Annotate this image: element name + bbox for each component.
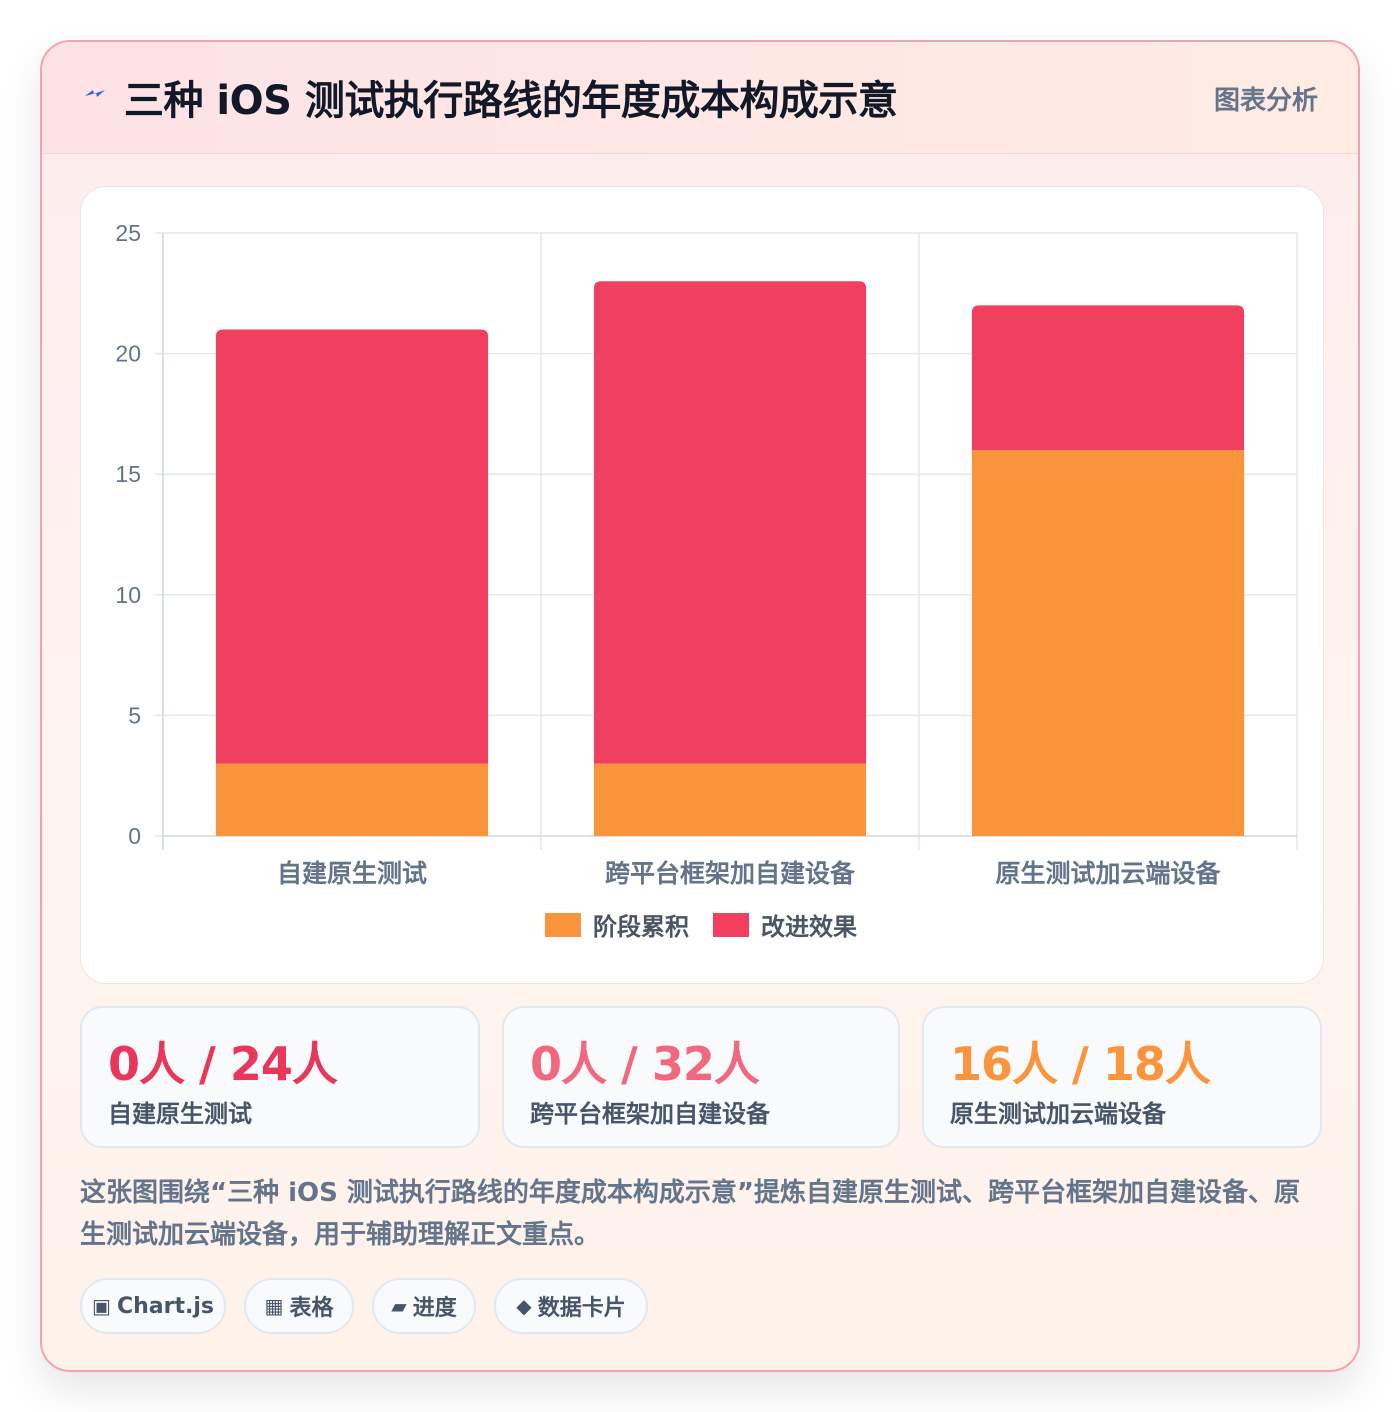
- bar-segment: [215, 329, 489, 764]
- chip-label: 表格: [289, 1296, 334, 1321]
- y-tick-label: 20: [115, 341, 141, 367]
- chip-label: 数据卡片: [537, 1296, 626, 1321]
- chart-card: 三种 iOS 测试执行路线的年度成本构成示意 图表分析 0 5 10 15 20 25 自建…: [40, 40, 1360, 1372]
- y-tick-label: 0: [128, 823, 141, 849]
- stat-card-1: 0人 / 24人 自建原生测试: [80, 1006, 480, 1148]
- y-tick-label: 15: [115, 461, 141, 487]
- chart-panel: 0 5 10 15 20 25 自建原生测试 跨平台框架加自建设备 原生测试加云端设备阶段累积 改…: [80, 186, 1324, 984]
- chip-chartjs[interactable]: ▣ Chart.js: [80, 1278, 226, 1334]
- x-tick-label: 自建原生测试: [277, 860, 427, 888]
- legend-label: 改进效果: [761, 913, 857, 941]
- stat-value: 16人 / 18人: [950, 1037, 1211, 1091]
- card-header: 三种 iOS 测试执行路线的年度成本构成示意 图表分析: [42, 42, 1358, 154]
- chip-data-card[interactable]: ◆ 数据卡片: [494, 1278, 648, 1334]
- y-tick-label: 10: [115, 582, 141, 608]
- progress-icon: ▰: [391, 1294, 407, 1318]
- legend-swatch: [545, 913, 581, 937]
- bar-segment: [971, 305, 1245, 451]
- chip-label: Chart.js: [116, 1293, 214, 1319]
- stat-card-2: 0人 / 32人 跨平台框架加自建设备: [502, 1006, 900, 1148]
- chart-description: 这张图围绕“三种 iOS 测试执行路线的年度成本构成示意”提炼自建原生测试、跨平…: [80, 1178, 1301, 1250]
- stat-card-3: 16人 / 18人 原生测试加云端设备: [922, 1006, 1322, 1148]
- bar-segment: [215, 763, 489, 836]
- bar-segment: [971, 450, 1245, 836]
- data-card-icon: ◆: [516, 1294, 532, 1318]
- stat-label: 原生测试加云端设备: [950, 1100, 1166, 1128]
- stat-label: 自建原生测试: [108, 1100, 252, 1128]
- chip-table[interactable]: ▦ 表格: [244, 1278, 354, 1334]
- page-title: 三种 iOS 测试执行路线的年度成本构成示意: [124, 78, 898, 124]
- stat-label: 跨平台框架加自建设备: [530, 1100, 770, 1128]
- bar-segment: [593, 763, 867, 836]
- y-tick-label: 5: [128, 702, 141, 728]
- chip-label: 进度: [412, 1296, 457, 1321]
- chart-icon: ▣: [92, 1294, 111, 1318]
- x-tick-label: 跨平台框架加自建设备: [605, 859, 856, 888]
- table-icon: ▦: [264, 1294, 284, 1318]
- chart-analysis-tag: 图表分析: [1213, 86, 1318, 116]
- bar-segment: [593, 281, 867, 764]
- legend-label: 阶段累积: [593, 913, 689, 941]
- chip-progress[interactable]: ▰ 进度: [372, 1278, 476, 1334]
- y-tick-label: 25: [115, 220, 141, 246]
- legend-swatch: [713, 913, 749, 937]
- lightning-icon: [85, 90, 105, 97]
- stat-value: 0人 / 24人: [108, 1037, 338, 1091]
- x-tick-label: 原生测试加云端设备: [995, 860, 1221, 888]
- stat-value: 0人 / 32人: [530, 1037, 760, 1091]
